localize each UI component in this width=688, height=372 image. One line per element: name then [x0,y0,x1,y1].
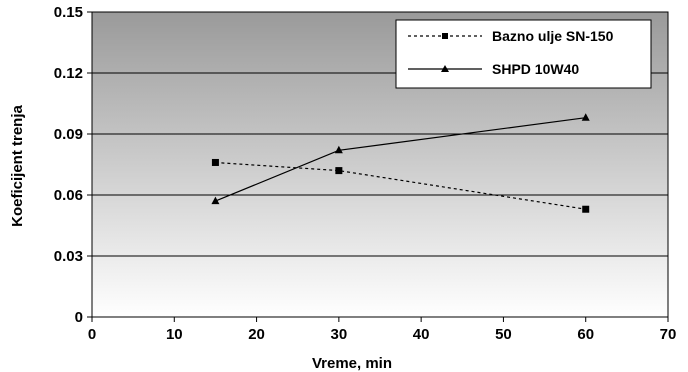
y-axis-title: Koeficijent trenja [9,105,26,227]
y-axis-ticks: 0 0.03 0.06 0.09 0.12 0.15 [54,4,92,326]
x-tick-label-3: 30 [331,326,348,343]
x-tick-label-5: 50 [495,326,512,343]
x-tick-label-6: 60 [577,326,594,343]
y-tick-label-0: 0 [75,309,83,326]
series-layer [211,113,590,213]
y-tick-label-5: 0.15 [54,4,83,21]
x-tick-label-1: 10 [166,326,183,343]
legend-label-series-1: Bazno ulje SN-150 [492,28,614,44]
x-tick-label-2: 20 [248,326,265,343]
y-tick-label-4: 0.12 [54,65,83,82]
grid-lines [92,72,668,257]
series-1-point-3 [582,205,590,213]
legend-marker-triangle [441,65,449,72]
x-tick-label-0: 0 [88,326,96,343]
plot-border [91,11,669,318]
series-2-point-1 [211,196,220,205]
legend-marker-square [442,33,448,39]
series-1-point-2 [335,167,343,175]
y-tick-label-3: 0.09 [54,126,83,143]
x-tick-label-4: 40 [413,326,430,343]
y-tick-label-2: 0.06 [54,187,83,204]
series-2-point-2 [334,145,343,154]
x-axis-ticks: 0 10 20 30 40 50 60 70 [88,317,677,343]
x-tick-label-7: 70 [660,326,677,343]
y-tick-label-1: 0.03 [54,248,83,265]
legend-label-series-2: SHPD 10W40 [492,61,579,77]
series-line-1 [215,161,586,210]
x-axis-title: Vreme, min [312,355,392,372]
legend: Bazno ulje SN-150 SHPD 10W40 [395,19,652,89]
legend-box [395,19,652,89]
series-2-point-3 [581,113,590,121]
series-1-point-1 [211,158,219,166]
